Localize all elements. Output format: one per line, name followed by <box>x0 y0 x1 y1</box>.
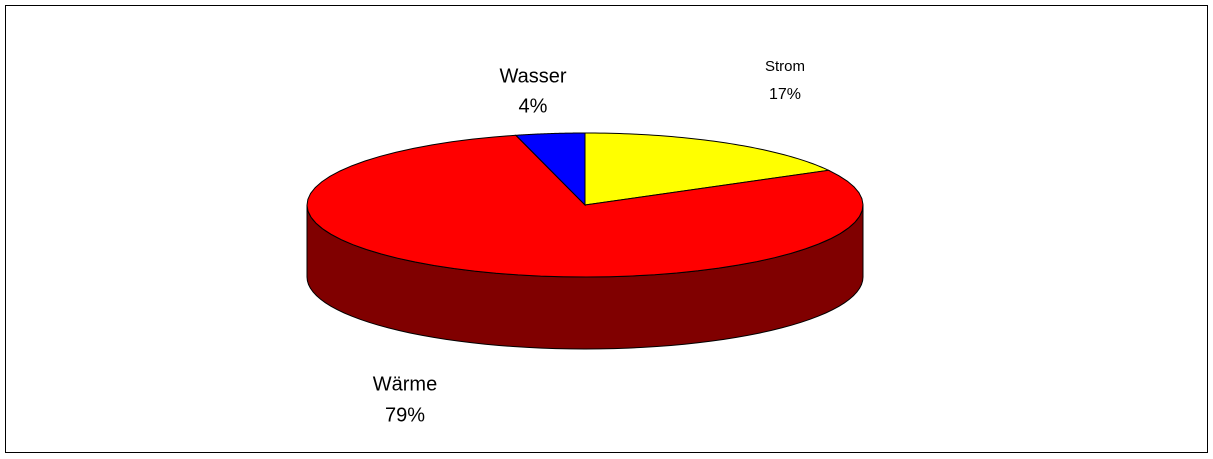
slice-label-value: 17% <box>769 86 801 103</box>
slice-label-name: Strom <box>765 58 805 75</box>
slice-label-value: 79% <box>385 404 425 426</box>
pie-slice <box>306 134 864 278</box>
slice-label-value: 4% <box>519 95 548 117</box>
pie-slice <box>514 132 586 207</box>
slice-label-name: Wärme <box>373 373 437 395</box>
pie-slice <box>584 132 831 206</box>
slice-label-name: Wasser <box>499 65 566 87</box>
